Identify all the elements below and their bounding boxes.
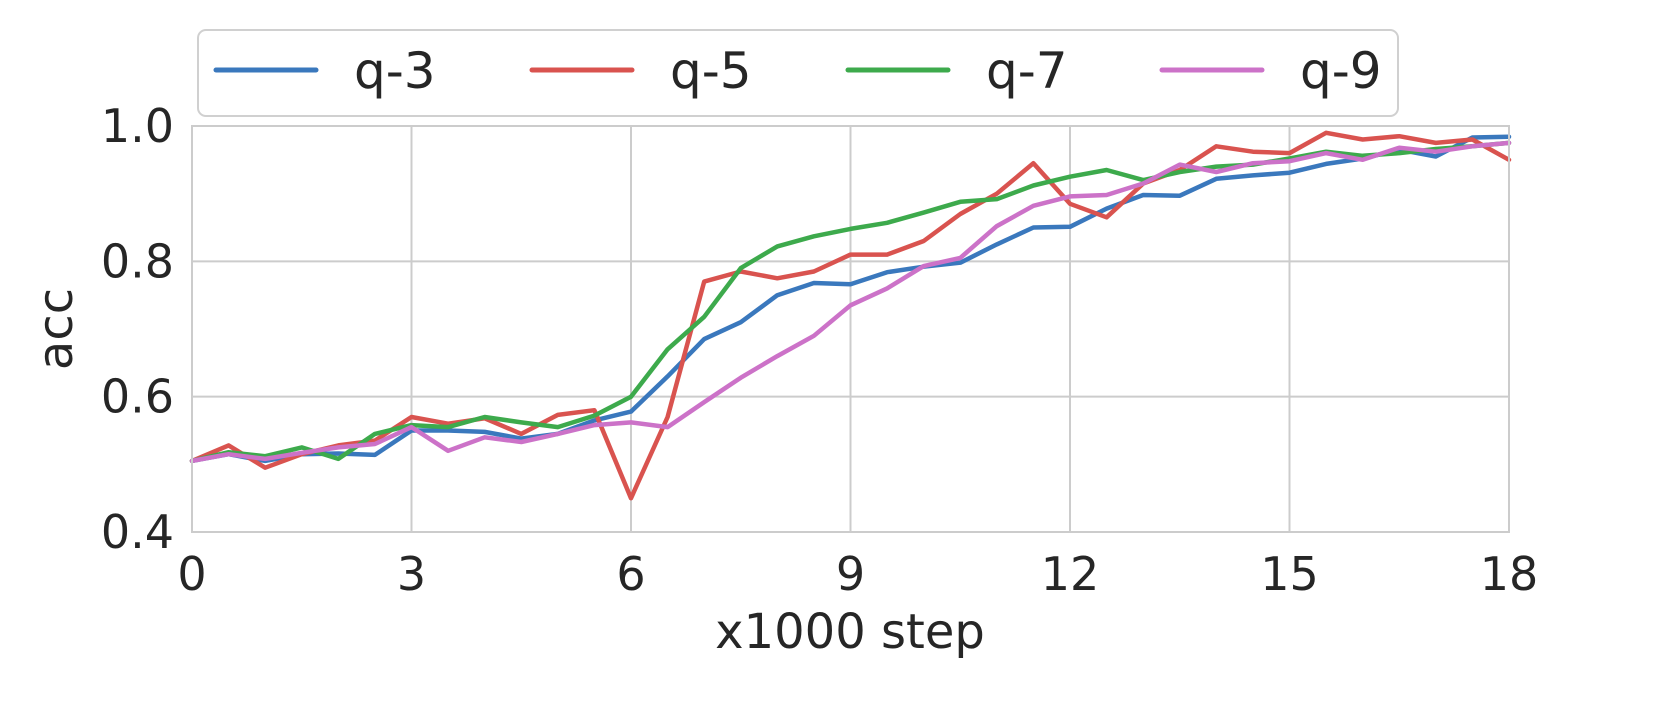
x-axis-ticks: 0 3 6 9 12 15 18	[177, 547, 1538, 601]
y-tick-label: 0.6	[101, 370, 174, 424]
x-tick-label: 15	[1260, 547, 1319, 601]
legend-box	[197, 29, 1399, 117]
x-tick-label: 6	[616, 547, 645, 601]
plot-series	[189, 130, 1512, 501]
series-line-q-3	[189, 134, 1512, 464]
legend-label-q-5: q-5	[670, 42, 752, 100]
x-tick-label: 0	[177, 547, 206, 601]
x-tick-label: 18	[1480, 547, 1539, 601]
x-axis-label: x1000 step	[715, 604, 985, 660]
y-axis-label: acc	[28, 288, 84, 370]
y-tick-label: 1.0	[101, 99, 174, 153]
legend-label-q-7: q-7	[986, 42, 1068, 100]
y-tick-label: 0.8	[101, 234, 174, 288]
series-line-q-5	[189, 130, 1512, 501]
series-line-q-9	[189, 140, 1512, 464]
grid	[191, 125, 1510, 533]
legend: q-3 q-5 q-7 q-9	[197, 29, 1399, 117]
x-tick-label: 9	[836, 547, 865, 601]
x-tick-label: 12	[1041, 547, 1100, 601]
y-tick-label: 0.4	[101, 505, 174, 559]
legend-label-q-9: q-9	[1300, 42, 1382, 100]
legend-label-q-3: q-3	[354, 42, 436, 100]
x-tick-label: 3	[397, 547, 426, 601]
plot-frame	[191, 125, 1510, 533]
y-axis-ticks: 0.4 0.6 0.8 1.0	[101, 99, 174, 559]
